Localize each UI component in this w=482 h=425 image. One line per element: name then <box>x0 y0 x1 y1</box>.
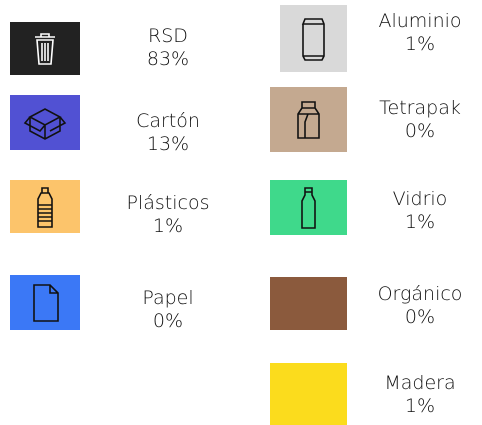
item-label: RSD <box>148 25 188 47</box>
item-label: Papel <box>142 287 194 309</box>
item-label: Vidrio <box>392 188 448 210</box>
swatch <box>280 5 347 72</box>
swatch <box>270 363 347 425</box>
item-value: 1% <box>404 395 436 417</box>
item-label: Aluminio <box>378 10 462 32</box>
item-value: 1% <box>404 33 436 55</box>
item-value: 13% <box>146 133 190 155</box>
item-value: 0% <box>152 310 184 332</box>
swatch <box>10 95 80 150</box>
swatch <box>10 275 80 330</box>
swatch <box>10 22 80 75</box>
item-label: Tetrapak <box>379 97 461 119</box>
swatch <box>270 87 347 152</box>
item-value: 1% <box>404 211 436 233</box>
item-value: 83% <box>146 48 190 70</box>
item-value: 0% <box>404 120 436 142</box>
item-value: 0% <box>404 306 436 328</box>
item-label: Plásticos <box>126 192 210 214</box>
swatch <box>10 180 80 233</box>
swatch <box>270 277 347 330</box>
item-value: 1% <box>152 215 184 237</box>
item-label: Madera <box>384 372 456 394</box>
item-label: Orgánico <box>377 283 463 305</box>
item-label: Cartón <box>136 110 200 132</box>
swatch <box>270 180 347 235</box>
